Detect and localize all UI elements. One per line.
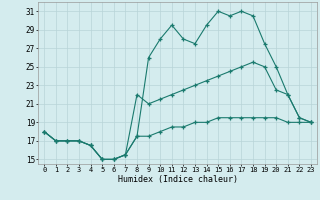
X-axis label: Humidex (Indice chaleur): Humidex (Indice chaleur) xyxy=(118,175,238,184)
